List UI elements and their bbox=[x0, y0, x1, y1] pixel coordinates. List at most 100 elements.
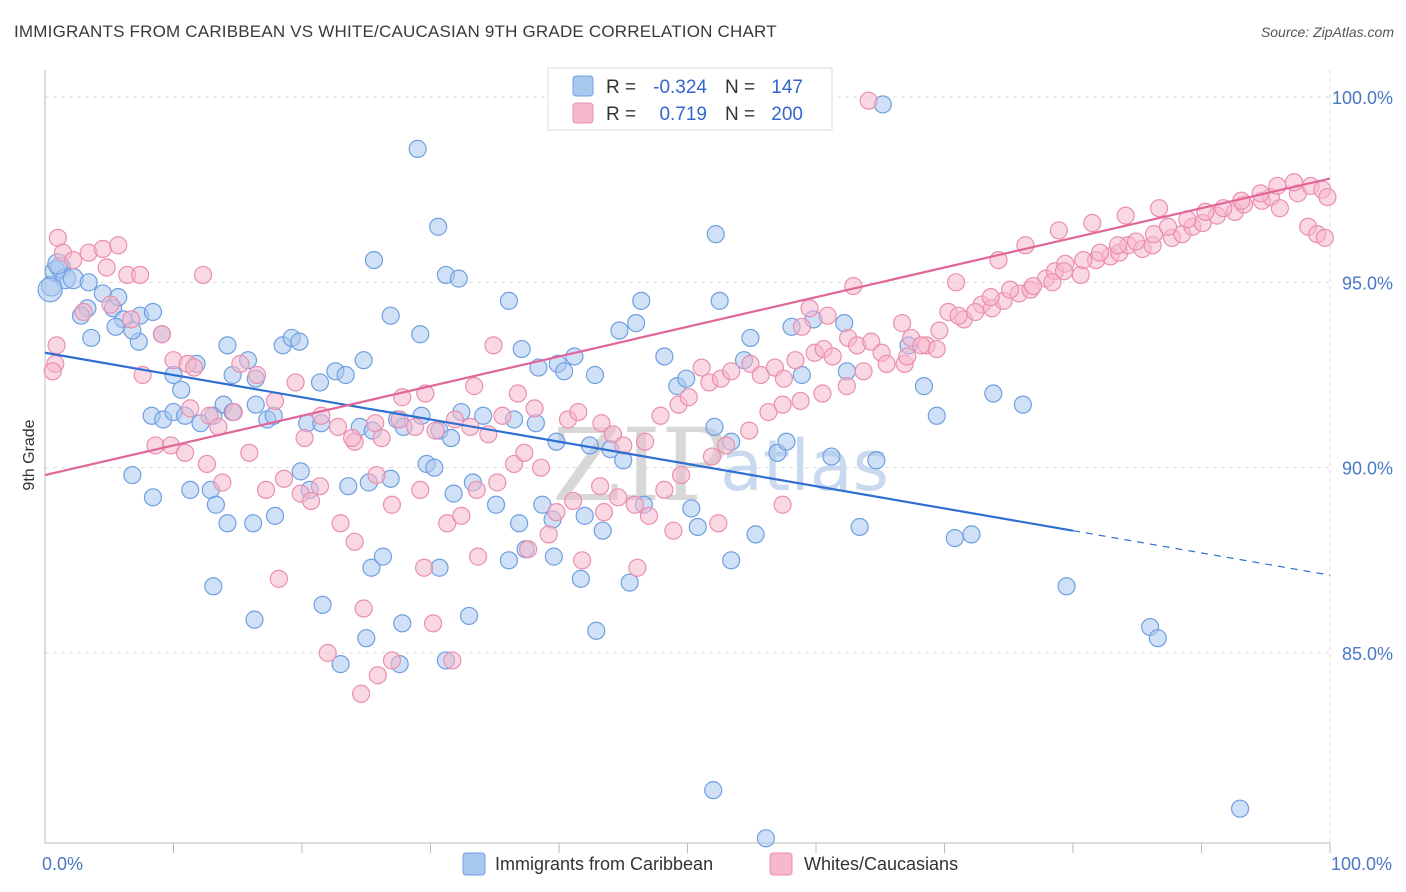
caribbean-point-17 bbox=[143, 302, 163, 322]
caribbean-point-30 bbox=[290, 332, 309, 351]
white-point-173 bbox=[468, 547, 488, 566]
white-point-137 bbox=[759, 402, 778, 422]
caribbean-point-40 bbox=[408, 139, 427, 158]
white-point-149 bbox=[981, 288, 1000, 307]
white-point-79 bbox=[1071, 265, 1090, 285]
caribbean-point-154 bbox=[245, 610, 264, 629]
white-point-46 bbox=[635, 432, 655, 451]
caribbean-point-41 bbox=[449, 269, 468, 288]
white-point-146 bbox=[930, 321, 949, 340]
y-axis-label: 9th Grade bbox=[21, 419, 38, 490]
caribbean-point-137 bbox=[1148, 629, 1167, 648]
series-caribbean-points bbox=[37, 95, 1250, 848]
y-tick-label-0: 100.0% bbox=[1332, 88, 1393, 108]
caribbean-point-132 bbox=[984, 384, 1003, 403]
legend-r-label-1: R = bbox=[606, 77, 636, 98]
white-point-155 bbox=[1090, 243, 1110, 262]
caribbean-point-156 bbox=[331, 655, 350, 674]
legend-swatch-pink bbox=[572, 102, 594, 124]
caribbean-point-42 bbox=[499, 291, 518, 310]
caribbean-point-120 bbox=[510, 514, 529, 533]
white-point-198 bbox=[844, 276, 863, 296]
white-point-134 bbox=[702, 447, 722, 466]
white-point-23 bbox=[247, 365, 267, 385]
white-point-108 bbox=[240, 443, 259, 462]
white-point-147 bbox=[949, 306, 968, 325]
caribbean-point-23 bbox=[172, 380, 191, 399]
caribbean-point-37 bbox=[429, 217, 448, 236]
white-point-187 bbox=[664, 521, 683, 540]
white-point-102 bbox=[74, 302, 93, 322]
white-point-206 bbox=[1149, 199, 1169, 218]
caribbean-point-100 bbox=[822, 447, 841, 466]
caribbean-point-152 bbox=[357, 629, 376, 648]
white-point-112 bbox=[301, 491, 321, 511]
white-point-54 bbox=[751, 365, 770, 385]
white-point-107 bbox=[213, 473, 232, 492]
white-point-117 bbox=[382, 495, 402, 514]
white-point-123 bbox=[504, 454, 524, 474]
white-point-153 bbox=[1054, 262, 1074, 281]
x-tick-label-left: 0.0% bbox=[42, 854, 83, 874]
caribbean-point-133 bbox=[927, 406, 946, 425]
white-point-26 bbox=[295, 428, 314, 448]
caribbean-point-10 bbox=[79, 273, 98, 292]
white-point-122 bbox=[488, 473, 507, 492]
white-point-170 bbox=[269, 569, 288, 588]
caribbean-point-31 bbox=[310, 373, 330, 392]
white-point-142 bbox=[854, 362, 873, 381]
white-point-169 bbox=[1318, 187, 1337, 207]
caribbean-point-112 bbox=[339, 477, 358, 496]
caribbean-point-36 bbox=[411, 325, 430, 344]
white-point-119 bbox=[438, 514, 457, 533]
caribbean-point-44 bbox=[529, 358, 548, 377]
caribbean-point-51 bbox=[632, 291, 651, 310]
white-point-16 bbox=[184, 358, 204, 377]
caribbean-point-131 bbox=[945, 528, 964, 548]
white-point-148 bbox=[966, 302, 985, 322]
white-point-179 bbox=[368, 666, 387, 685]
white-point-113 bbox=[310, 477, 330, 496]
white-point-33 bbox=[405, 417, 425, 436]
white-point-105 bbox=[175, 443, 195, 462]
caribbean-point-128 bbox=[722, 551, 741, 570]
white-point-44 bbox=[603, 425, 623, 444]
white-point-60 bbox=[823, 347, 842, 366]
caribbean-point-135 bbox=[1057, 577, 1076, 596]
white-point-150 bbox=[1000, 280, 1020, 299]
white-point-126 bbox=[547, 503, 566, 522]
white-point-5 bbox=[93, 239, 112, 259]
white-point-10 bbox=[130, 265, 150, 285]
caribbean-point-121 bbox=[533, 495, 552, 514]
caribbean-point-58 bbox=[741, 328, 760, 348]
white-point-17 bbox=[193, 265, 213, 285]
caribbean-point-107 bbox=[218, 514, 237, 533]
caribbean-point-141 bbox=[459, 606, 479, 626]
white-point-3 bbox=[64, 250, 83, 270]
white-point-172 bbox=[414, 558, 434, 577]
caribbean-point-124 bbox=[593, 521, 612, 540]
trend-lines bbox=[44, 177, 1331, 576]
white-point-139 bbox=[791, 391, 810, 411]
white-point-143 bbox=[877, 354, 896, 373]
legend-n-value-2: 200 bbox=[771, 104, 803, 125]
white-point-110 bbox=[274, 469, 294, 488]
y-tick-label-1: 95.0% bbox=[1342, 273, 1393, 293]
white-point-6 bbox=[109, 236, 128, 255]
white-point-38 bbox=[493, 406, 512, 425]
white-point-131 bbox=[639, 506, 659, 525]
white-point-144 bbox=[898, 347, 917, 366]
caribbean-point-130 bbox=[850, 517, 869, 537]
white-point-24 bbox=[265, 391, 285, 411]
caribbean-point-99 bbox=[777, 432, 796, 451]
white-point-49 bbox=[679, 388, 698, 407]
white-point-52 bbox=[722, 362, 741, 381]
caribbean-point-129 bbox=[746, 525, 765, 544]
white-point-151 bbox=[1024, 276, 1043, 296]
caribbean-point-38 bbox=[364, 250, 384, 270]
caribbean-point-106 bbox=[206, 495, 226, 514]
white-point-120 bbox=[452, 506, 471, 525]
white-point-192 bbox=[465, 377, 484, 396]
caribbean-point-52 bbox=[655, 347, 674, 366]
